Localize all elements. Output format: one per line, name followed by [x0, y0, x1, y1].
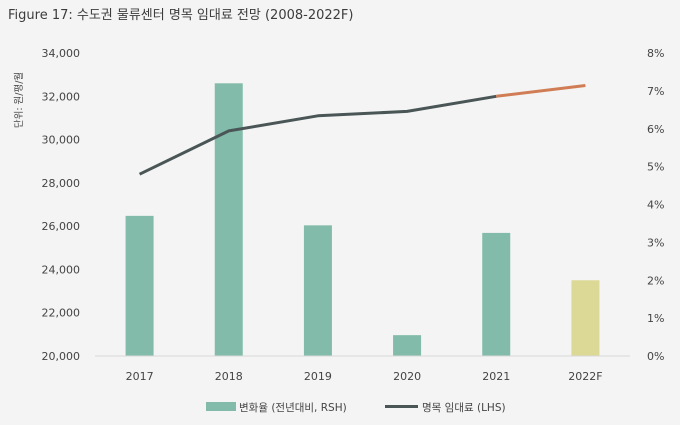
- bar-2017: [125, 215, 154, 356]
- x-axis-tick-label: 2019: [304, 370, 332, 383]
- rent-line: [138, 94, 497, 176]
- bar-2022F: [571, 280, 600, 356]
- left-axis-tick-label: 26,000: [42, 220, 81, 233]
- right-axis-tick-label: 6%: [647, 123, 664, 136]
- x-axis-tick-label: 2022F: [568, 370, 602, 383]
- legend-bar-swatch: [206, 402, 236, 411]
- bar-2020: [393, 335, 422, 356]
- left-axis-tick-label: 20,000: [42, 350, 81, 363]
- bar-2021: [482, 232, 511, 356]
- right-axis-tick-label: 8%: [647, 47, 664, 60]
- left-axis-tick-label: 28,000: [42, 177, 81, 190]
- left-axis-tick-label: 22,000: [42, 307, 81, 320]
- legend-bar-label: 변화율 (전년대비, RSH): [239, 402, 347, 414]
- rent-line-forecast: [496, 84, 586, 98]
- right-axis-tick-label: 2%: [647, 274, 664, 287]
- left-axis-tick-label: 24,000: [42, 263, 81, 276]
- left-axis-tick-label: 34,000: [42, 47, 81, 60]
- right-axis-tick-label: 3%: [647, 236, 664, 249]
- x-axis-tick-label: 2021: [482, 370, 510, 383]
- bar-2018: [214, 83, 243, 357]
- chart-title: Figure 17: 수도권 물류센터 명목 임대료 전망 (2008-2022…: [8, 8, 354, 23]
- left-axis-tick-label: 32,000: [42, 90, 81, 103]
- legend-line-label: 명목 임대료 (LHS): [422, 401, 506, 414]
- right-axis-tick-label: 1%: [647, 312, 664, 325]
- bar-2019: [303, 225, 332, 356]
- left-axis-label: 단위: 원/평/월: [13, 72, 25, 128]
- left-axis-tick-label: 30,000: [42, 134, 81, 147]
- right-axis-tick-label: 0%: [647, 350, 664, 363]
- right-axis-tick-label: 7%: [647, 85, 664, 98]
- right-axis-tick-label: 5%: [647, 161, 664, 174]
- x-axis-tick-label: 2017: [126, 370, 154, 383]
- x-axis-tick-label: 2020: [393, 370, 421, 383]
- right-axis-tick-label: 4%: [647, 199, 664, 212]
- x-axis-tick-label: 2018: [215, 370, 243, 383]
